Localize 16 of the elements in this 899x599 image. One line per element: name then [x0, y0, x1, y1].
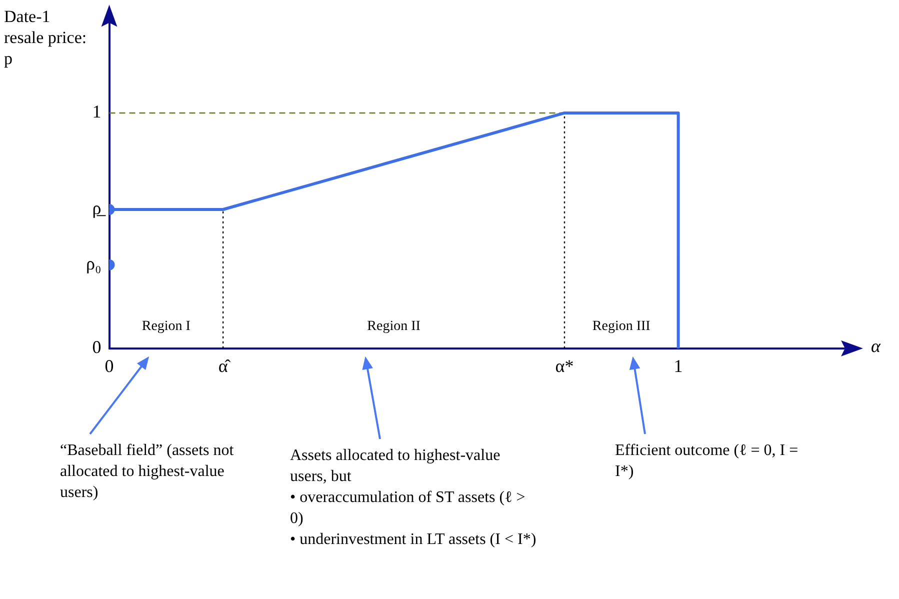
x-tick-label: 1 — [674, 356, 683, 376]
x-axis-title: α — [871, 336, 880, 358]
annotation: Region III — [592, 319, 651, 334]
x-tick-label: α* — [555, 356, 574, 376]
y-axis-title: Date-1 resale price: p — [4, 6, 88, 69]
x-tick-label: 0 — [104, 356, 114, 376]
y-tick-label: ρ₀ — [86, 254, 102, 274]
annotation: Region II — [367, 319, 421, 334]
annotation: Region I — [142, 319, 191, 334]
y-tick-label: 1 — [92, 102, 102, 122]
text: “Baseball field” (assets not allocated to highest-value users) — [60, 441, 235, 503]
x-tick-label: α̂ — [218, 356, 231, 376]
text: Efficient outcome (ℓ = 0, I = I*) — [615, 441, 800, 482]
y-tick-label: 0 — [92, 337, 102, 358]
text: Assets allocated to highest-value users, but • overaccumulation of ST assets (ℓ > 0) • underinvestment in LT assets (I < I*) — [290, 446, 538, 550]
y-tick-label: ρ̲ — [92, 198, 106, 218]
